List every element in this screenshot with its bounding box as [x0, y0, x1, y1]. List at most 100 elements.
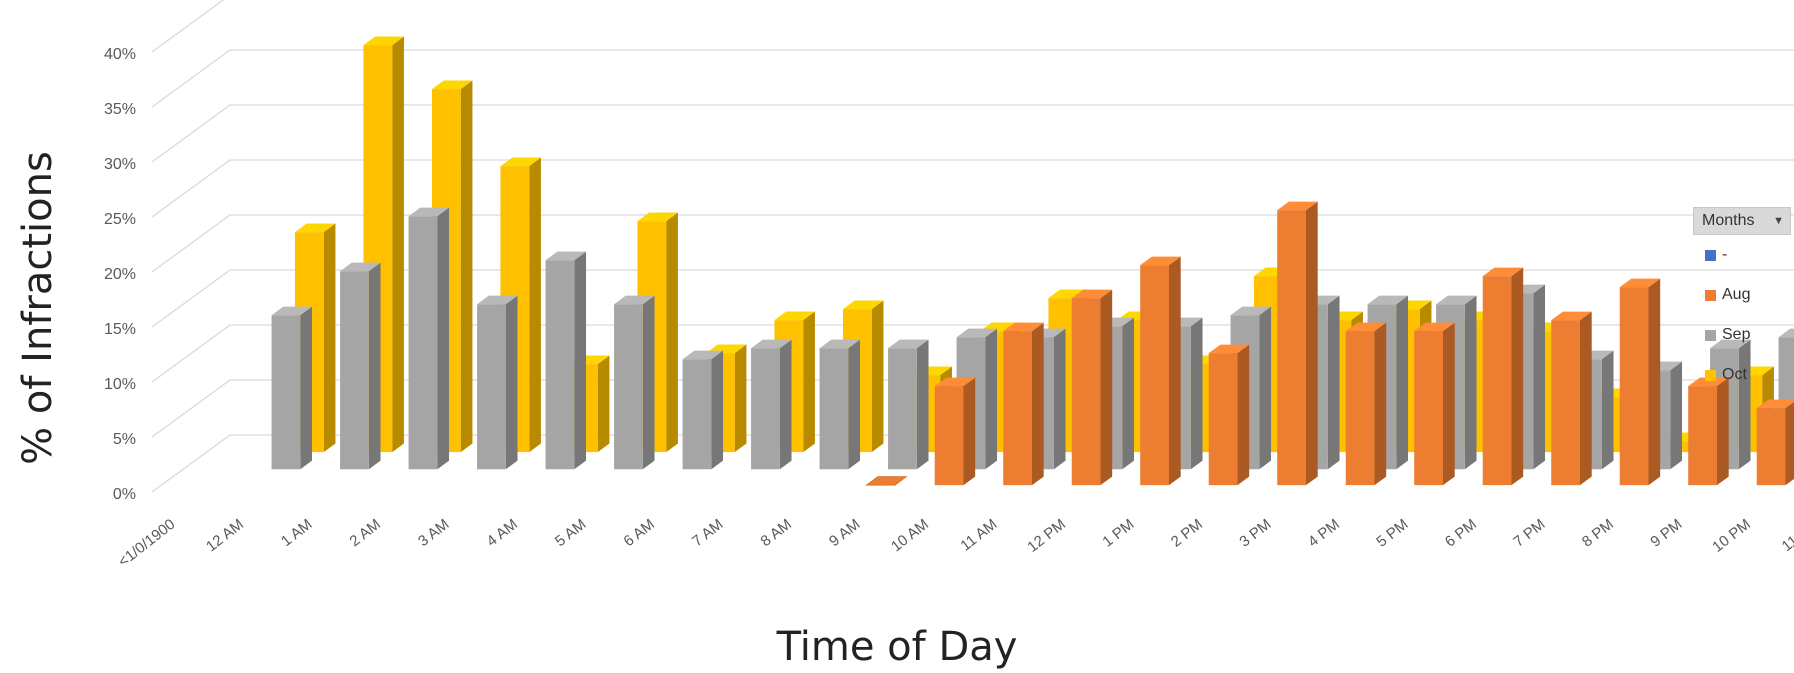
- bar-aug-side: [1785, 401, 1794, 486]
- bar-sep-side: [916, 339, 929, 470]
- legend-swatch: [1705, 329, 1716, 341]
- bar-aug-side: [1168, 256, 1181, 486]
- bar-sep-side: [437, 207, 450, 470]
- bar-sep-top: [819, 339, 861, 349]
- bar-aug-side: [1374, 322, 1387, 486]
- y-tick-label: 10%: [104, 376, 136, 393]
- bar-oct-top: [500, 157, 541, 167]
- bar-aug-top: [1208, 344, 1250, 354]
- y-axis-title: % of Infractions: [15, 151, 62, 465]
- bar-aug: [1756, 408, 1786, 486]
- bar-sep-side: [300, 306, 313, 470]
- x-tick-label: 11 PM: [1779, 516, 1794, 555]
- bar-aug-top: [1277, 201, 1318, 211]
- legend: Months ▼ - Aug Sep Oct: [1693, 207, 1791, 395]
- x-tick-label: 11 AM: [957, 516, 1000, 555]
- legend-label: -: [1722, 246, 1728, 263]
- bar-aug-top: [1071, 289, 1113, 299]
- bar-oct-side: [597, 355, 610, 453]
- x-tick-label: 8 PM: [1579, 516, 1617, 551]
- x-tick-label: 4 PM: [1305, 516, 1343, 551]
- legend-label: Sep: [1722, 326, 1751, 343]
- legend-title: Months: [1702, 212, 1755, 229]
- bar-oct-side: [871, 300, 884, 453]
- gridline: [151, 214, 1794, 273]
- bar-aug-top: [1688, 377, 1729, 387]
- bar-sep: [751, 348, 780, 470]
- x-tick-label: <1/0/1900: [115, 516, 178, 571]
- legend-filter-button[interactable]: Months ▼: [1693, 207, 1791, 235]
- bar-aug: [1619, 287, 1649, 486]
- bar-aug-side: [1716, 377, 1729, 486]
- legend-item-aug[interactable]: Aug: [1693, 275, 1791, 315]
- legend-label: Aug: [1722, 286, 1751, 303]
- gridline: [151, 49, 1794, 108]
- bar-sep-top: [1710, 339, 1751, 349]
- legend-swatch: [1705, 369, 1716, 381]
- bar-sep-side: [1533, 284, 1546, 470]
- x-axis-title: Time of Day: [776, 624, 1018, 670]
- bar-sep-top: [751, 339, 792, 349]
- x-tick-label: 5 PM: [1373, 516, 1411, 551]
- gridline: [151, 0, 225, 53]
- gridline: [151, 159, 1794, 218]
- bar-aug: [1140, 265, 1169, 486]
- x-tick-label: 1 AM: [278, 516, 315, 550]
- bar-oct-side: [734, 344, 747, 453]
- bar-oct-side: [323, 223, 336, 453]
- y-tick-label: 25%: [104, 211, 136, 228]
- y-tick-label: 20%: [104, 266, 136, 283]
- bar-aug-top: [1140, 256, 1181, 266]
- bar-sep-top: [1778, 328, 1794, 338]
- x-tick-label: 12 AM: [203, 516, 247, 556]
- y-axis-title-container: % of Infractions: [8, 148, 68, 468]
- x-tick-label: 6 AM: [621, 516, 658, 550]
- y-tick-label: 40%: [104, 46, 136, 63]
- bar-sep-top: [545, 251, 587, 261]
- legend-item-sep[interactable]: Sep: [1693, 315, 1791, 355]
- y-tick-label: 30%: [104, 156, 136, 173]
- bar-oct-top: [842, 300, 884, 310]
- bar-aug-side: [963, 377, 976, 486]
- bar-sep-top: [682, 350, 724, 360]
- bar-aug-top: [934, 377, 976, 387]
- y-tick-label: 15%: [104, 321, 136, 338]
- bar-sep-side: [711, 350, 724, 470]
- bar-sep-side: [779, 339, 792, 470]
- bar-oct-top: [431, 80, 473, 90]
- bar-sep: [614, 304, 643, 470]
- bar-aug: [1482, 276, 1512, 486]
- bar-aug-side: [1305, 201, 1318, 486]
- bar-sep-side: [1259, 306, 1272, 470]
- bar-aug-side: [1511, 267, 1524, 486]
- bar-aug: [1003, 331, 1032, 486]
- bar-aug: [1208, 353, 1238, 486]
- bar-aug-top: [1551, 311, 1592, 321]
- bar-sep-top: [1436, 295, 1477, 305]
- bar-aug-top: [1003, 322, 1044, 332]
- x-tick-label: 10 PM: [1709, 516, 1754, 556]
- bar-sep-side: [1670, 361, 1683, 470]
- dropdown-arrow-icon: ▼: [1773, 215, 1784, 227]
- legend-item-oct[interactable]: Oct: [1693, 355, 1791, 395]
- bar-oct-side: [460, 80, 473, 453]
- bar-aug-side: [1579, 311, 1592, 486]
- x-tick-label: 4 AM: [484, 516, 521, 550]
- bar-aug-top: [865, 476, 908, 486]
- bar-sep-side: [1327, 295, 1340, 470]
- bar-sep: [888, 348, 917, 470]
- bar-aug-side: [1100, 289, 1113, 486]
- bar-sep-top: [477, 295, 518, 305]
- bar-aug-side: [1648, 278, 1661, 486]
- bar-sep-top: [271, 306, 313, 316]
- bar-sep: [408, 216, 438, 470]
- bar-sep-side: [1053, 328, 1066, 470]
- legend-item-dash[interactable]: -: [1693, 235, 1791, 275]
- bar-sep-top: [340, 262, 381, 272]
- bar-oct-side: [392, 36, 404, 453]
- x-tick-label: 9 AM: [826, 516, 863, 550]
- bar-oct-top: [294, 223, 336, 233]
- bar-aug-side: [1442, 322, 1455, 486]
- y-tick-label: 0%: [113, 486, 136, 503]
